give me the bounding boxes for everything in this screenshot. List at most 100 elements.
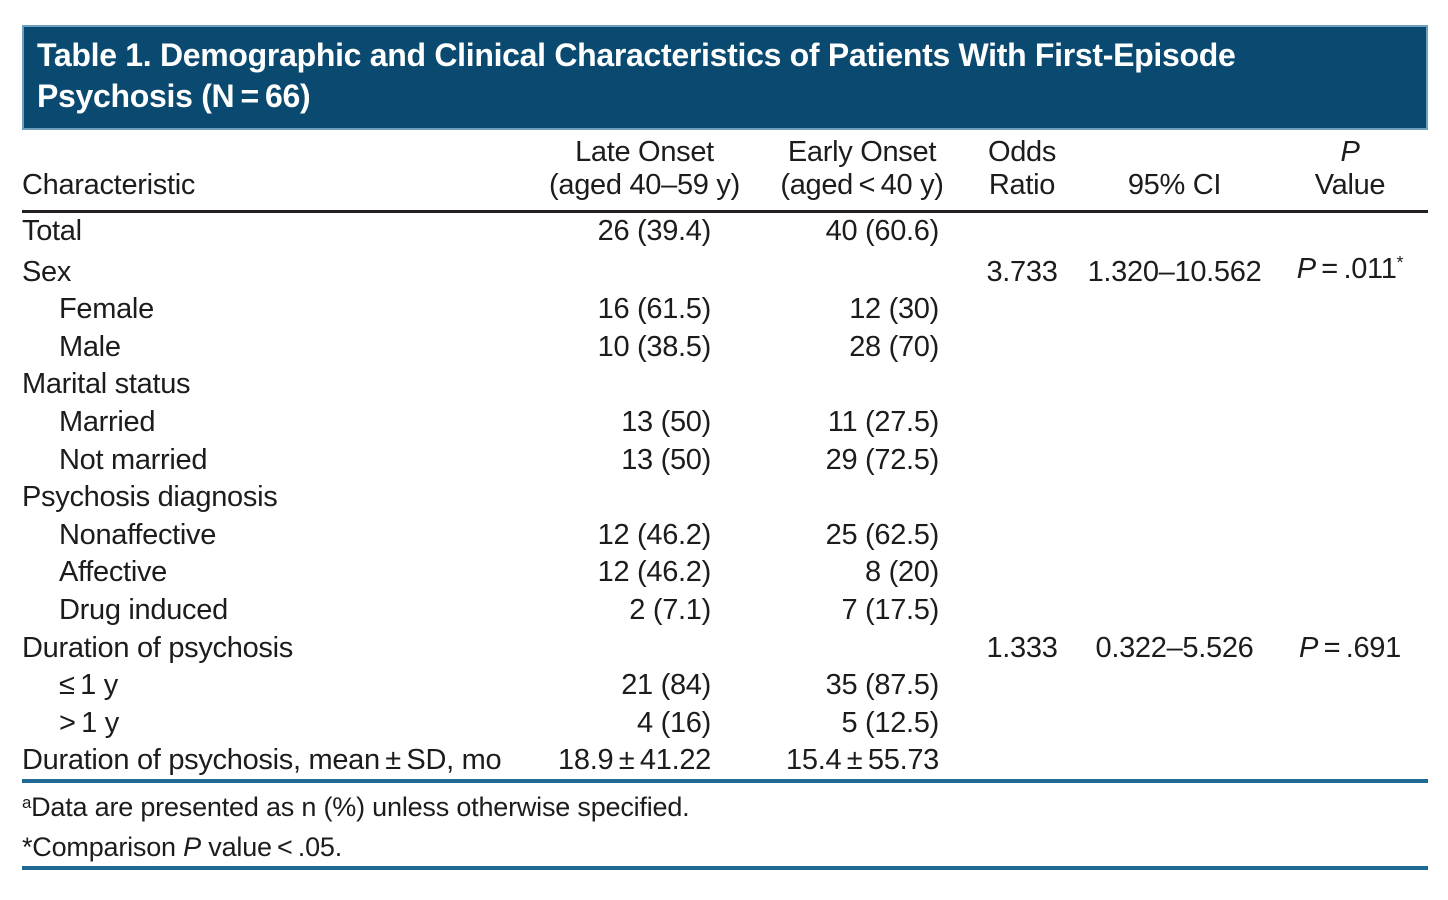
cell-odds-ratio	[967, 705, 1077, 743]
cell-late-onset: 4 (16)	[637, 706, 711, 739]
cell-odds-ratio: 3.733	[986, 255, 1058, 288]
cell-early-onset	[757, 251, 967, 292]
table-area: Characteristic Late Onset (aged 40–59 y)…	[22, 130, 1428, 780]
cell-late-onset: 16 (61.5)	[597, 293, 712, 326]
cell-95ci	[1077, 366, 1272, 404]
col-header-95ci: 95% CI	[1077, 130, 1272, 212]
cell-95ci	[1077, 554, 1272, 592]
cell-characteristic: Female	[59, 293, 154, 326]
cell-early-onset: 12 (30)	[849, 293, 939, 326]
cell-early-onset: 15.4 ± 55.73	[786, 744, 939, 777]
cell-odds-ratio	[967, 517, 1077, 555]
table-row: Marital status	[22, 366, 1428, 404]
cell-late-onset: 12 (46.2)	[597, 556, 712, 589]
footnote-asterisk-p: P	[183, 832, 201, 862]
col-header-p-value: P Value	[1272, 130, 1428, 212]
cell-95ci	[1077, 667, 1272, 705]
cell-odds-ratio	[967, 479, 1077, 517]
table-row: Married 13 (50) 11 (27.5)	[22, 404, 1428, 442]
table-row: Female 16 (61.5) 12 (30)	[22, 291, 1428, 329]
cell-odds-ratio	[967, 212, 1077, 251]
col-header-late-onset: Late Onset (aged 40–59 y)	[532, 130, 757, 212]
cell-odds-ratio	[967, 329, 1077, 367]
cell-late-onset: 10 (38.5)	[597, 330, 712, 363]
cell-characteristic: Male	[59, 330, 121, 363]
cell-95ci	[1077, 517, 1272, 555]
cell-late-onset	[532, 479, 757, 517]
cell-p-value	[1272, 212, 1428, 251]
cell-p-value	[1272, 404, 1428, 442]
cell-late-onset: 13 (50)	[621, 405, 711, 438]
cell-early-onset: 11 (27.5)	[827, 405, 940, 438]
cell-characteristic: Total	[22, 215, 82, 247]
table-row: Drug induced 2 (7.1) 7 (17.5)	[22, 592, 1428, 630]
cell-early-onset: 8 (20)	[865, 556, 939, 589]
cell-early-onset: 29 (72.5)	[825, 443, 940, 476]
cell-odds-ratio	[967, 554, 1077, 592]
cell-characteristic: Duration of psychosis	[22, 631, 293, 664]
cell-characteristic: Affective	[59, 556, 167, 589]
cell-late-onset: 12 (46.2)	[597, 518, 712, 551]
cell-odds-ratio	[967, 366, 1077, 404]
cell-odds-ratio: 1.333	[986, 631, 1058, 664]
table-row: > 1 y 4 (16) 5 (12.5)	[22, 705, 1428, 743]
cell-p-value	[1272, 479, 1428, 517]
footnote-a: aData are presented as n (%) unless othe…	[22, 789, 1428, 829]
cell-p-value	[1272, 291, 1428, 329]
cell-early-onset	[757, 630, 967, 668]
table-row: ≤ 1 y 21 (84) 35 (87.5)	[22, 667, 1428, 705]
cell-p-value	[1272, 517, 1428, 555]
cell-early-onset	[757, 366, 967, 404]
cell-p-value	[1272, 592, 1428, 630]
cell-p-value	[1272, 329, 1428, 367]
cell-late-onset	[532, 366, 757, 404]
cell-characteristic: Sex	[22, 255, 72, 288]
p-value-symbol: P	[1296, 252, 1316, 285]
table-row: Male 10 (38.5) 28 (70)	[22, 329, 1428, 367]
p-value-number: = .011	[1315, 252, 1397, 285]
cell-95ci	[1077, 742, 1272, 780]
cell-odds-ratio	[967, 742, 1077, 780]
col-header-odds-ratio: Odds Ratio	[967, 130, 1077, 212]
cell-95ci	[1077, 291, 1272, 329]
footnote-a-superscript: a	[22, 792, 32, 812]
table-row: Nonaffective 12 (46.2) 25 (62.5)	[22, 517, 1428, 555]
cell-late-onset	[532, 251, 757, 292]
cell-early-onset: 40 (60.6)	[825, 215, 940, 247]
cell-95ci	[1077, 479, 1272, 517]
col-header-late-onset-line1: Late Onset	[575, 136, 714, 168]
col-header-95ci-label: 95% CI	[1127, 169, 1222, 201]
table-row: Duration of psychosis, mean ± SD, mo 18.9…	[22, 742, 1428, 780]
cell-early-onset: 25 (62.5)	[825, 518, 940, 551]
footnote-a-text: Data are presented as n (%) unless other…	[31, 792, 690, 822]
table-title-line2: Psychosis (N = 66)	[37, 78, 311, 114]
table-row: Not married 13 (50) 29 (72.5)	[22, 442, 1428, 480]
cell-early-onset: 35 (87.5)	[825, 669, 940, 702]
cell-characteristic: Marital status	[22, 368, 191, 401]
cell-p-value: P = .011*	[1272, 251, 1428, 292]
p-value-asterisk: *	[1396, 251, 1404, 272]
cell-characteristic: ≤ 1 y	[59, 669, 118, 702]
footnote-asterisk-rest: value < .05.	[200, 832, 343, 862]
p-value-symbol: P	[1299, 631, 1319, 664]
cell-characteristic: Nonaffective	[59, 518, 217, 551]
col-header-early-onset-line1: Early Onset	[787, 136, 937, 168]
cell-odds-ratio	[967, 404, 1077, 442]
cell-p-value	[1272, 442, 1428, 480]
table-row: Sex 3.733 1.320–10.562 P = .011*	[22, 251, 1428, 292]
table-body: Total 26 (39.4) 40 (60.6) Sex 3.733 1.320–10.…	[22, 212, 1428, 780]
cell-odds-ratio	[967, 592, 1077, 630]
characteristics-table: Characteristic Late Onset (aged 40–59 y)…	[22, 130, 1428, 780]
table-row: Total 26 (39.4) 40 (60.6)	[22, 212, 1428, 251]
cell-late-onset: 2 (7.1)	[629, 593, 711, 626]
footnote-asterisk-lead: *Comparison	[22, 832, 184, 862]
cell-95ci: 1.320–10.562	[1087, 255, 1262, 288]
col-header-p-value-line2: Value	[1314, 169, 1386, 201]
cell-p-value: P = .691	[1272, 630, 1428, 668]
cell-late-onset	[532, 630, 757, 668]
cell-characteristic: Not married	[59, 443, 208, 476]
col-header-early-onset: Early Onset (aged < 40 y)	[757, 130, 967, 212]
cell-early-onset: 7 (17.5)	[841, 593, 939, 626]
table-title-banner: Table 1. Demographic and Clinical Charac…	[22, 25, 1428, 130]
table-row: Affective 12 (46.2) 8 (20)	[22, 554, 1428, 592]
